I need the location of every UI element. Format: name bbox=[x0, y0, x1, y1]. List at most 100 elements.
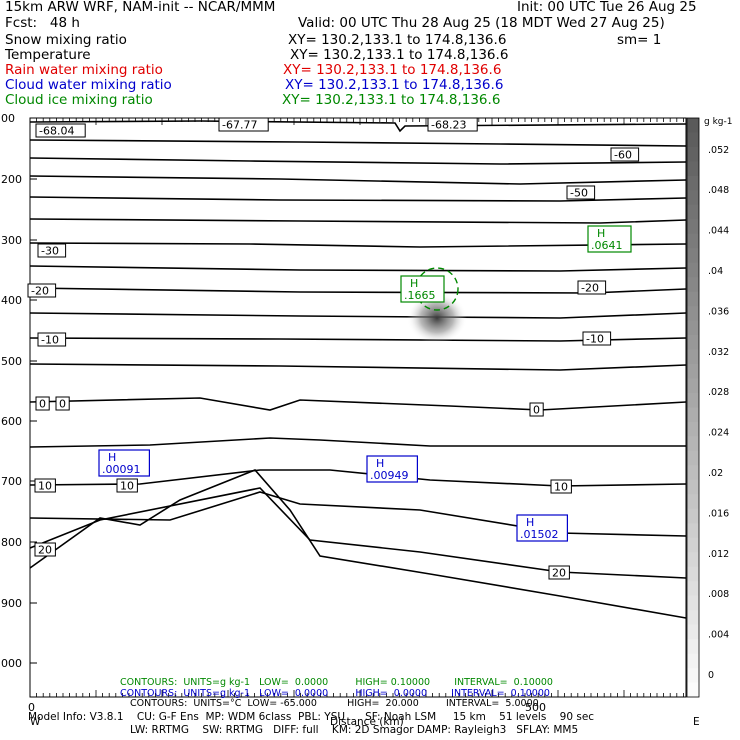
cloud-ice-blob bbox=[407, 292, 467, 344]
maximum-value: .00091 bbox=[102, 463, 141, 476]
temperature-label: 20 bbox=[552, 567, 566, 580]
colorbar-tick-label: .052 bbox=[708, 145, 729, 156]
colorbar-tick-label: .012 bbox=[708, 549, 729, 560]
temperature-label-box bbox=[529, 402, 544, 417]
colorbar-segment bbox=[687, 161, 699, 177]
colorbar-segment bbox=[687, 204, 699, 221]
maximum-box bbox=[366, 455, 419, 483]
colorbar-segment bbox=[687, 335, 699, 351]
colorbar-segment bbox=[687, 639, 699, 655]
temperature-label: -68.23 bbox=[431, 119, 466, 132]
field-name-cloud-water: Cloud water mixing ratio bbox=[5, 77, 172, 93]
colorbar-unit: g kg-1 bbox=[704, 117, 732, 127]
colorbar-tick-label: .044 bbox=[708, 226, 729, 237]
plot-frame bbox=[29, 117, 687, 698]
temperature-label: -20 bbox=[581, 282, 599, 295]
colorbar-tick-label: .02 bbox=[708, 468, 723, 479]
maximum-box bbox=[400, 275, 445, 303]
colorbar-segment bbox=[687, 190, 699, 206]
maximum-value: .0641 bbox=[591, 239, 623, 252]
maximum-box bbox=[98, 449, 151, 477]
x-axis-title: Distance (km) bbox=[330, 716, 404, 728]
colorbar-segment bbox=[687, 682, 699, 698]
colorbar-segment bbox=[687, 566, 699, 583]
colorbar-segment bbox=[687, 291, 699, 308]
colorbar-tick-label: 0 bbox=[708, 670, 714, 681]
temperature-label-box bbox=[566, 185, 596, 200]
temperature-label: -60 bbox=[614, 149, 632, 162]
field-name-cloud-ice: Cloud ice mixing ratio bbox=[5, 92, 153, 108]
maximum-label: H bbox=[108, 451, 116, 464]
y-tick-label: 400 bbox=[1, 294, 22, 307]
colorbar-segment bbox=[687, 508, 699, 525]
maximum-label: H bbox=[526, 516, 534, 529]
temperature-label-box bbox=[218, 117, 269, 132]
temperature-label-box bbox=[37, 243, 67, 258]
colorbar-tick-label: .028 bbox=[708, 387, 729, 398]
colorbar-segment bbox=[687, 479, 699, 496]
contour-info-temperature: CONTOURS: UNITS=°C LOW= -65.000 HIGH= 20… bbox=[130, 698, 539, 709]
colorbar-tick-label: .048 bbox=[708, 185, 729, 196]
y-tick-label: 00 bbox=[1, 112, 15, 125]
isotherm-line bbox=[29, 287, 687, 294]
y-tick-label: 500 bbox=[1, 355, 22, 368]
temperature-label: -67.77 bbox=[222, 119, 257, 132]
temperature-label: -68.04 bbox=[39, 125, 74, 138]
east-label: E bbox=[693, 716, 700, 728]
colorbar-segment bbox=[687, 653, 699, 670]
y-tick-label: 700 bbox=[1, 475, 22, 488]
colorbar-segment bbox=[687, 624, 699, 641]
maximum-value: .01502 bbox=[520, 528, 559, 541]
colorbar-segment bbox=[687, 132, 699, 148]
contour-info-green: CONTOURS: UNITS=g kg-1 LOW= 0.0000 HIGH=… bbox=[120, 677, 553, 688]
terrain-line bbox=[29, 469, 687, 619]
isotherm-line bbox=[29, 139, 687, 147]
temperature-label: -50 bbox=[570, 187, 588, 200]
colorbar-tick-label: .016 bbox=[708, 508, 729, 519]
isotherm-line bbox=[29, 397, 687, 411]
field-xy-temperature: XY= 130.2,133.1 to 174.8,136.6 bbox=[290, 47, 509, 63]
colorbar-segment bbox=[687, 436, 699, 452]
temperature-label-box bbox=[35, 396, 50, 411]
colorbar-segment bbox=[687, 306, 699, 322]
colorbar-segment bbox=[687, 349, 699, 366]
colorbar-frame bbox=[686, 117, 700, 698]
maximum-box bbox=[516, 514, 569, 542]
colorbar-segment bbox=[687, 610, 699, 626]
temperature-label: 0 bbox=[59, 398, 66, 411]
valid-time: Valid: 00 UTC Thu 28 Aug 25 (18 MDT Wed … bbox=[298, 15, 665, 31]
temperature-label: 0 bbox=[39, 398, 46, 411]
temperature-label-box bbox=[548, 565, 570, 580]
colorbar-segment bbox=[687, 248, 699, 264]
colorbar-segment bbox=[687, 118, 699, 134]
temperature-label-box bbox=[34, 478, 56, 493]
isotherm-line bbox=[29, 157, 687, 165]
colorbar-tick-label: .036 bbox=[708, 306, 729, 317]
isotherm-line bbox=[29, 196, 687, 202]
colorbar-segment bbox=[687, 465, 699, 481]
isotherm-line bbox=[29, 175, 687, 185]
model-info-line-2: LW: RRTMG SW: RRTMG DIFF: full KM: 2D Sm… bbox=[130, 724, 579, 736]
temperature-label-box bbox=[427, 117, 478, 132]
temperature-label-box bbox=[577, 280, 607, 295]
field-smoothing: sm= 1 bbox=[617, 32, 662, 48]
isotherm-line bbox=[29, 337, 687, 342]
y-tick-label: 800 bbox=[1, 536, 22, 549]
field-name-snow: Snow mixing ratio bbox=[5, 32, 127, 48]
colorbar-tick-label: .008 bbox=[708, 589, 729, 600]
temperature-label-box bbox=[610, 147, 640, 162]
temperature-label: -20 bbox=[31, 285, 49, 298]
colorbar-segment bbox=[687, 378, 699, 395]
maximum-box bbox=[587, 225, 632, 253]
isotherm-line bbox=[29, 218, 687, 224]
y-tick-label: 000 bbox=[1, 657, 22, 670]
field-xy-snow: XY= 130.2,133.1 to 174.8,136.6 bbox=[288, 32, 507, 48]
temperature-label-box bbox=[116, 478, 138, 493]
maximum-label: H bbox=[597, 227, 605, 240]
colorbar-tick-label: .004 bbox=[708, 630, 729, 641]
temperature-label: 0 bbox=[533, 404, 540, 417]
isotherm-line bbox=[29, 265, 687, 272]
colorbar-segment bbox=[687, 595, 699, 612]
y-tick-label: 200 bbox=[1, 173, 22, 186]
